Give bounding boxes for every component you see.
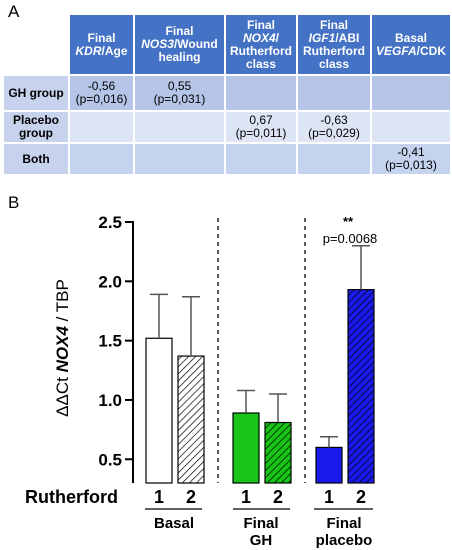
table-cell [226,76,296,110]
table-header-igf1-abi: Final IGF1/ABI Rutherford class [298,15,370,74]
table-cell [70,112,133,142]
gene-name: IGF1 [308,30,336,45]
group-label-final-placebo-line2: placebo [316,532,373,549]
header-line: Final [246,17,275,32]
header-suffix: / [275,30,280,45]
table-cell [372,112,450,142]
y-axis-title: ΔΔCt NOX4 / TBP [53,279,72,417]
table-cell: -0,56 (p=0,016) [70,76,133,110]
bar [347,289,375,484]
table-header-nos3-wound: Final NOS3/Wound healing [135,15,224,74]
category-label: 1 [324,487,334,507]
table-cell: 0,55 (p=0,031) [135,76,224,110]
gene-name: NOS3 [141,37,174,51]
y-axis: 0.5 1.0 1.5 2.0 2.5 [98,213,134,483]
group-label-final-gh-line1: Final [243,515,278,532]
cell-pvalue: (p=0,031) [153,92,206,106]
header-line: Rutherford class [303,43,365,71]
header-line: NOS3/Wound [141,38,217,51]
header-line: VEGFA/CDK [375,43,447,58]
header-line: Basal [394,30,428,45]
y-tick-label: 2.5 [98,213,122,232]
table-cell: 0,67 (p=0,011) [226,112,296,142]
panel-letter-b: B [8,193,20,212]
category-label: 2 [356,487,366,507]
cell-pvalue: (p=0,013) [385,158,437,172]
header-suffix: /Age [101,43,128,58]
header-suffix: /CDK [416,43,447,58]
row-label-gh-group: GH group [4,76,68,110]
header-suffix: /ABI [335,30,360,45]
x-row-label: Rutherford [25,487,118,507]
table-cell [135,144,224,174]
category-label: 1 [154,487,164,507]
group-label-basal: Basal [154,515,194,532]
group-label-final-gh-line2: GH [250,532,273,549]
header-line: KDR/Age [75,43,128,58]
header-line: Final [87,30,116,45]
table-cell [70,144,133,174]
header-suffix: /Wound [173,37,218,51]
cell-value: 0,67 [249,113,273,127]
bars-layer [145,289,375,484]
category-label: 1 [241,487,251,507]
table-cell [298,144,370,174]
header-line: healing [158,50,201,64]
table-cell [372,76,450,110]
cell-value: -0,56 [87,79,116,93]
table-header-vegfa-cdk: Basal VEGFA/CDK [372,15,450,74]
bar [315,446,343,484]
y-tick-label: 0.5 [98,450,122,469]
header-line: Final [319,17,348,32]
y-tick-label: 1.5 [98,332,122,351]
gene-name: KDR [75,43,102,58]
header-line: Final [165,24,194,38]
category-label: 2 [186,487,196,507]
table-header-nox4-rutherford: Final NOX4/ Rutherford class [226,15,296,74]
row-label-placebo-group: Placebo group [4,112,68,142]
category-labels: 1 2 1 2 1 2 [154,487,366,507]
table-cell [226,144,296,174]
y-tick-label: 2.0 [98,272,122,291]
table-cell [298,76,370,110]
panel-letter-a: A [8,2,20,21]
header-line: Rutherford class [230,43,292,71]
row-label-both: Both [4,144,68,174]
cell-value: 0,55 [167,79,192,93]
cell-value: -0,63 [320,113,348,127]
gene-name: NOX4 [242,30,276,45]
table-cell: -0,63 (p=0,029) [298,112,370,142]
cell-pvalue: (p=0,011) [235,126,287,140]
y-axis-suffix: / TBP [53,279,72,326]
cell-pvalue: (p=0,016) [75,92,128,106]
significance-pvalue: p=0.0068 [323,231,378,246]
y-axis-title-text: ΔΔCt [53,372,72,416]
bar [232,412,260,484]
table-cell [135,112,224,142]
error-bars-layer [150,244,370,448]
correlation-table: A Final KDR/Age Final NOS3/Wound healing… [0,0,452,180]
category-label: 2 [273,487,283,507]
group-label-final-placebo-line1: Final [326,515,361,532]
y-axis-gene: NOX4 [53,326,72,373]
table-cell: -0,41 (p=0,013) [372,144,450,174]
table-header-kdr-age: Final KDR/Age [70,15,133,74]
cell-pvalue: (p=0,029) [308,126,360,140]
bar [264,421,292,484]
cell-value: -0,41 [397,145,425,159]
header-line: NOX4/ [242,30,280,45]
bar [177,355,205,484]
y-tick-label: 1.0 [98,391,122,410]
bar [145,337,173,484]
gene-name: VEGFA [375,43,417,58]
header-line: IGF1/ABI [308,30,360,45]
significance-stars: ** [343,214,354,229]
